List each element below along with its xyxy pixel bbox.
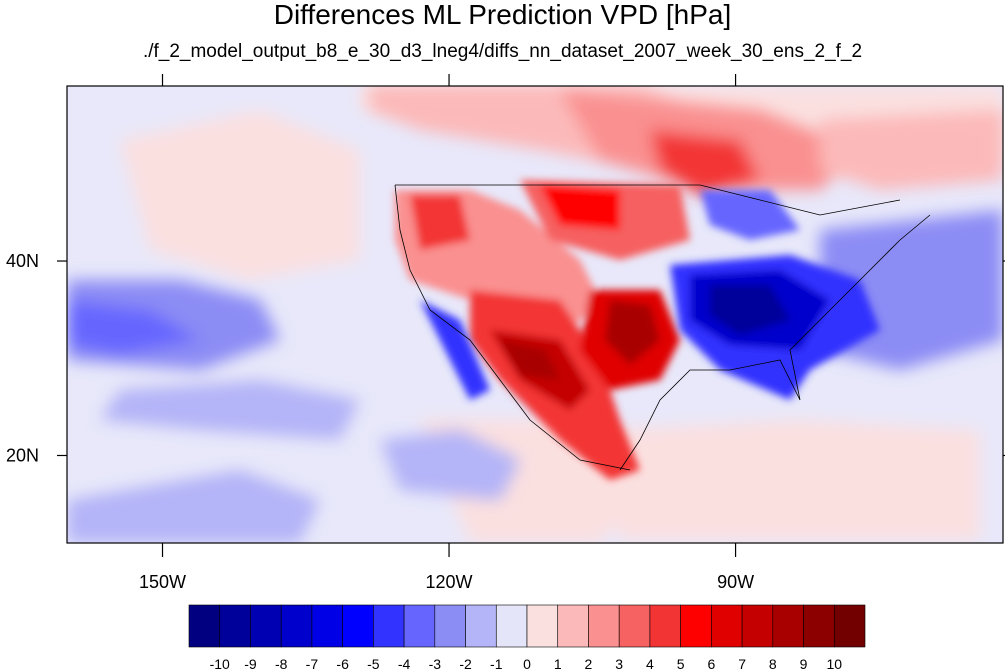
colorbar-swatch bbox=[772, 604, 804, 648]
colorbar-swatch bbox=[711, 604, 743, 648]
colorbar: -10 -9 -8 -7 -6 -5 -4 -3 -2 -1 0 1 2 3 4 5 6 7 8 9 10 bbox=[188, 604, 866, 672]
colorbar-swatch bbox=[741, 604, 774, 648]
colorbar-swatch bbox=[280, 604, 313, 648]
colorbar-label: -8 bbox=[275, 656, 288, 672]
colorbar-swatch bbox=[618, 604, 651, 648]
colorbar-label: -6 bbox=[336, 656, 349, 672]
colorbar-label: -1 bbox=[490, 656, 503, 672]
colorbar-swatch bbox=[526, 604, 559, 648]
colorbar-swatch bbox=[465, 604, 497, 648]
x-axis-ticks: 150W 120W 90W bbox=[139, 74, 754, 592]
colorbar-label: 0 bbox=[523, 656, 531, 672]
colorbar-label: 4 bbox=[646, 656, 654, 672]
colorbar-label: 10 bbox=[826, 656, 842, 672]
colorbar-label: 8 bbox=[769, 656, 777, 672]
colorbar-swatch bbox=[188, 604, 221, 648]
map-frame bbox=[66, 85, 1004, 544]
colorbar-label: 6 bbox=[707, 656, 715, 672]
colorbar-label: -3 bbox=[429, 656, 442, 672]
y-axis-ticks: 40N 20N bbox=[6, 251, 1005, 465]
x-tick-label: 150W bbox=[139, 572, 186, 592]
colorbar-swatch bbox=[250, 604, 282, 648]
colorbar-label: -10 bbox=[210, 656, 230, 672]
y-tick-label: 20N bbox=[6, 445, 39, 465]
colorbar-swatch bbox=[373, 604, 405, 648]
colorbar-swatch bbox=[219, 604, 251, 648]
map-subtitle: ./f_2_model_output_b8_e_30_d3_lneg4/diff… bbox=[142, 41, 863, 62]
x-tick-label: 90W bbox=[717, 572, 754, 592]
colorbar-swatch bbox=[833, 604, 866, 648]
colorbar-label: 2 bbox=[585, 656, 593, 672]
colorbar-label: -5 bbox=[367, 656, 380, 672]
colorbar-swatch bbox=[403, 604, 436, 648]
vpd-difference-field bbox=[67, 86, 1003, 543]
colorbar-label: -7 bbox=[306, 656, 319, 672]
colorbar-swatch bbox=[588, 604, 620, 648]
colorbar-label: -2 bbox=[459, 656, 472, 672]
colorbar-label: 1 bbox=[554, 656, 562, 672]
colorbar-label: -9 bbox=[244, 656, 257, 672]
colorbar-swatch bbox=[803, 604, 835, 648]
map-title: Differences ML Prediction VPD [hPa] bbox=[273, 0, 732, 30]
colorbar-swatch bbox=[557, 604, 589, 648]
colorbar-swatch bbox=[680, 604, 712, 648]
colorbar-swatch bbox=[495, 604, 528, 648]
colorbar-label: 3 bbox=[615, 656, 623, 672]
x-tick-label: 120W bbox=[426, 572, 473, 592]
colorbar-swatch bbox=[342, 604, 374, 648]
colorbar-label: 9 bbox=[800, 656, 808, 672]
y-tick-label: 40N bbox=[6, 251, 39, 271]
colorbar-swatch bbox=[434, 604, 466, 648]
colorbar-label: -4 bbox=[398, 656, 411, 672]
colorbar-label: 5 bbox=[677, 656, 685, 672]
colorbar-swatch bbox=[311, 604, 343, 648]
colorbar-swatch bbox=[649, 604, 681, 648]
colorbar-label: 7 bbox=[738, 656, 746, 672]
